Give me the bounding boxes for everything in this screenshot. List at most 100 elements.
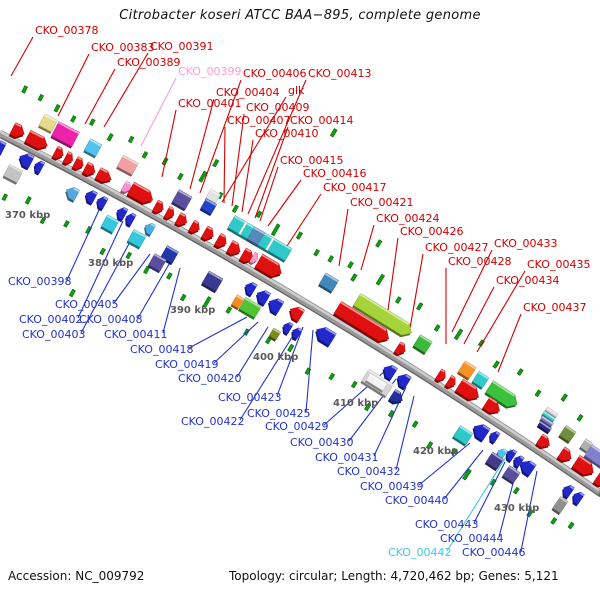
gene-label[interactable]: CKO_00425 — [247, 407, 310, 420]
gene-arrow[interactable] — [268, 298, 285, 317]
gene-block[interactable] — [583, 444, 600, 475]
gene-block[interactable] — [265, 237, 275, 251]
gene-label[interactable]: CKO_00408 — [79, 313, 142, 326]
gene-arrow[interactable] — [238, 247, 254, 265]
gene-block[interactable] — [116, 154, 139, 177]
gene-arrow[interactable] — [84, 190, 98, 206]
gene-block[interactable] — [200, 270, 224, 294]
gene-arrow[interactable] — [151, 199, 164, 215]
gene-label[interactable]: CKO_00404 — [216, 86, 279, 99]
gene-arrow[interactable] — [472, 424, 491, 443]
gene-label[interactable]: CKO_00429 — [265, 420, 328, 433]
gene-block[interactable] — [238, 297, 262, 320]
gene-arrow[interactable] — [282, 322, 294, 336]
gene-label[interactable]: CKO_00410 — [255, 127, 318, 140]
gene-arrow[interactable] — [253, 253, 282, 279]
gene-label[interactable]: CKO_00422 — [181, 415, 244, 428]
gene-label[interactable]: CKO_00399 — [178, 65, 241, 78]
gene-arrow[interactable] — [144, 222, 157, 238]
gene-arrow[interactable] — [562, 485, 575, 500]
gene-block[interactable] — [456, 360, 477, 381]
gene-label[interactable]: CKO_00411 — [104, 328, 167, 341]
gene-arrow[interactable] — [444, 374, 456, 390]
gene-arrow[interactable] — [291, 327, 303, 342]
gene-arrow[interactable] — [8, 122, 25, 140]
gene-block[interactable] — [501, 465, 521, 485]
gene-arrow[interactable] — [572, 491, 585, 507]
gene-label[interactable]: CKO_00418 — [130, 343, 193, 356]
gene-arrow[interactable] — [61, 151, 73, 166]
gene-label[interactable]: CKO_00427 — [425, 241, 488, 254]
gene-arrow[interactable] — [256, 290, 272, 307]
gene-block[interactable] — [230, 294, 245, 311]
gene-label[interactable]: CKO_00401 — [178, 97, 241, 110]
gene-label[interactable]: CKO_00432 — [337, 465, 400, 478]
gene-arrow[interactable] — [481, 396, 501, 415]
gene-arrow[interactable] — [116, 207, 129, 223]
gene-label[interactable]: CKO_00420 — [178, 372, 241, 385]
gene-label[interactable]: CKO_00416 — [303, 167, 366, 180]
gene-arrow[interactable] — [484, 380, 518, 409]
gene-block[interactable] — [126, 228, 147, 250]
gene-arrow[interactable] — [225, 239, 241, 257]
gene-arrow[interactable] — [570, 454, 594, 477]
gene-arrow[interactable] — [51, 145, 64, 161]
gene-block[interactable] — [159, 245, 179, 266]
gene-block[interactable] — [412, 334, 433, 356]
gene-arrow[interactable] — [162, 205, 175, 221]
gene-label[interactable]: CKO_00442 — [388, 546, 451, 559]
gene-arrow[interactable] — [244, 282, 258, 298]
gene-block[interactable] — [199, 198, 218, 217]
gene-arrow[interactable] — [23, 129, 48, 151]
gene-label[interactable]: CKO_00437 — [523, 301, 586, 314]
gene-arrow[interactable] — [71, 156, 84, 172]
gene-arrow[interactable] — [396, 373, 412, 391]
gene-label[interactable]: CKO_00421 — [350, 196, 413, 209]
gene-block[interactable] — [452, 425, 474, 447]
gene-label[interactable]: CKO_00443 — [415, 518, 478, 531]
gene-label[interactable]: CKO_00406 — [243, 67, 306, 80]
gene-arrow[interactable] — [592, 471, 600, 488]
gene-arrow[interactable] — [248, 251, 259, 266]
gene-label[interactable]: CKO_00435 — [527, 258, 590, 271]
gene-label[interactable]: CKO_00431 — [315, 451, 378, 464]
gene-block[interactable] — [536, 420, 552, 435]
gene-label[interactable]: CKO_00407 — [227, 114, 290, 127]
gene-arrow[interactable] — [393, 341, 406, 357]
gene-block[interactable] — [171, 189, 193, 212]
gene-label[interactable]: CKO_00423 — [218, 391, 281, 404]
gene-arrow[interactable] — [0, 140, 7, 158]
gene-arrow[interactable] — [120, 180, 132, 195]
gene-arrow[interactable] — [94, 167, 112, 184]
gene-block[interactable] — [238, 221, 248, 236]
gene-arrow[interactable] — [556, 446, 572, 463]
gene-arrow[interactable] — [18, 153, 35, 171]
gene-label[interactable]: CKO_00417 — [323, 181, 386, 194]
gene-block[interactable] — [558, 425, 577, 444]
gene-block[interactable] — [2, 163, 24, 185]
gene-arrow[interactable] — [454, 378, 479, 402]
gene-block[interactable] — [364, 372, 388, 393]
gene-block[interactable] — [50, 121, 80, 149]
gene-block[interactable] — [551, 496, 569, 516]
gene-label[interactable]: CKO_00402 — [19, 313, 82, 326]
gene-arrow[interactable] — [213, 232, 227, 250]
gene-arrow[interactable] — [187, 219, 200, 235]
gene-label[interactable]: CKO_00430 — [290, 436, 353, 449]
gene-label[interactable]: CKO_00434 — [496, 274, 559, 287]
gene-label[interactable]: CKO_00403 — [22, 328, 85, 341]
gene-block[interactable] — [471, 370, 490, 390]
gene-block[interactable] — [246, 226, 266, 247]
gene-arrow[interactable] — [513, 455, 525, 470]
gene-arrow[interactable] — [200, 225, 214, 242]
gene-arrow[interactable] — [96, 196, 109, 212]
gene-block[interactable] — [268, 327, 282, 342]
gene-arrow[interactable] — [519, 460, 537, 478]
gene-label[interactable]: CKO_00413 — [308, 67, 371, 80]
gene-label[interactable]: CKO_00428 — [448, 255, 511, 268]
gene-block[interactable] — [37, 113, 58, 134]
gene-arrow[interactable] — [65, 187, 81, 203]
gene-arrow[interactable] — [332, 301, 390, 344]
gene-label[interactable]: CKO_00414 — [290, 114, 353, 127]
gene-block[interactable] — [484, 451, 504, 472]
